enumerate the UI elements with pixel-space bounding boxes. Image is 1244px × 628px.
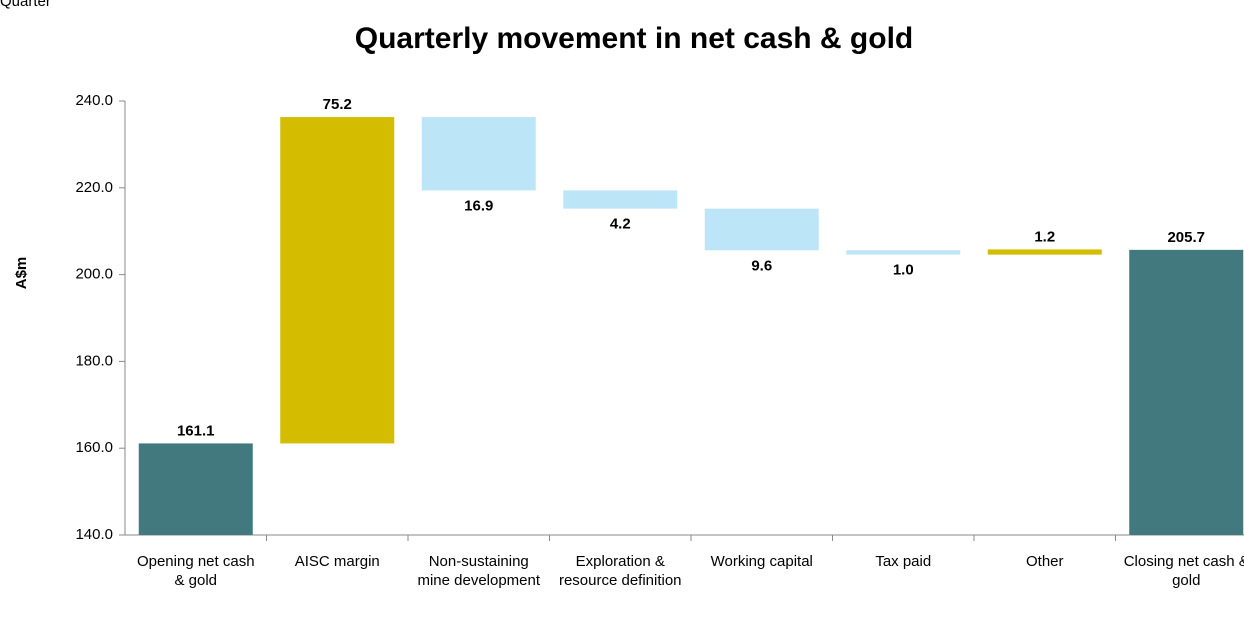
bar xyxy=(421,117,536,191)
value-label: 205.7 xyxy=(1167,229,1205,246)
chart-title: Quarterly movement in net cash & gold xyxy=(355,22,913,55)
y-tick-label: 220.0 xyxy=(75,179,113,196)
x-tick-label: Closing net cash & gold xyxy=(1123,553,1244,589)
value-label: 9.6 xyxy=(751,257,772,274)
y-tick-label: 140.0 xyxy=(75,526,113,543)
x-tick-label: Working capital xyxy=(710,553,813,570)
x-tick-label: Other xyxy=(1025,553,1064,570)
y-tick-label: 180.0 xyxy=(75,352,113,369)
x-tick-label: Exploration & resource definition xyxy=(558,553,682,589)
bar xyxy=(704,208,819,251)
y-tick-label: 200.0 xyxy=(75,266,113,283)
value-label: 75.2 xyxy=(323,96,352,113)
header-text: Quarter xyxy=(0,0,51,10)
y-axis-label: A$m xyxy=(13,257,30,290)
y-tick-label: 160.0 xyxy=(75,439,113,456)
bar xyxy=(846,250,961,255)
x-tick-label: AISC margin xyxy=(294,553,380,570)
value-label: 16.9 xyxy=(464,197,493,214)
x-tick-label: Non-sustaining mine development xyxy=(417,553,541,589)
bar xyxy=(987,249,1102,255)
x-tick-label: Opening net cash & gold xyxy=(136,553,255,589)
bar xyxy=(138,443,253,535)
value-label: 1.2 xyxy=(1034,228,1055,245)
x-tick-label: Tax paid xyxy=(875,553,932,570)
value-label: 4.2 xyxy=(610,216,631,233)
value-label: 1.0 xyxy=(893,262,914,279)
bar xyxy=(563,190,678,209)
value-label: 161.1 xyxy=(177,422,215,439)
bar xyxy=(1129,249,1244,535)
bar xyxy=(280,117,395,444)
y-tick-label: 240.0 xyxy=(75,92,113,109)
